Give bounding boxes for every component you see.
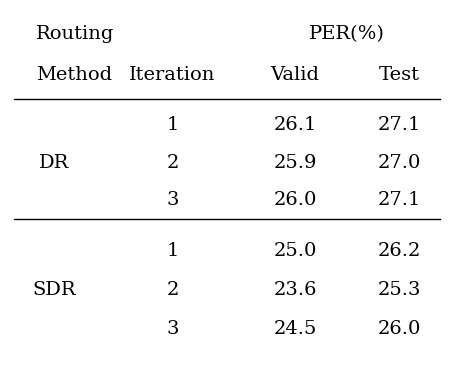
Text: 1: 1 [166, 242, 179, 260]
Text: 2: 2 [166, 154, 179, 172]
Text: 23.6: 23.6 [273, 281, 317, 299]
Text: 3: 3 [166, 320, 179, 338]
Text: 26.1: 26.1 [273, 116, 317, 134]
Text: 3: 3 [166, 191, 179, 209]
Text: 27.1: 27.1 [378, 191, 421, 209]
Text: 2: 2 [166, 281, 179, 299]
Text: 26.0: 26.0 [378, 320, 421, 338]
Text: 24.5: 24.5 [273, 320, 317, 338]
Text: 25.3: 25.3 [378, 281, 421, 299]
Text: DR: DR [39, 154, 69, 172]
Text: 1: 1 [166, 116, 179, 134]
Text: 26.2: 26.2 [378, 242, 421, 260]
Text: PER(%): PER(%) [309, 25, 385, 43]
Text: Iteration: Iteration [129, 66, 216, 84]
Text: SDR: SDR [33, 281, 76, 299]
Text: 27.1: 27.1 [378, 116, 421, 134]
Text: Method: Method [36, 66, 113, 84]
Text: Routing: Routing [36, 25, 115, 43]
Text: 27.0: 27.0 [378, 154, 421, 172]
Text: Test: Test [379, 66, 420, 84]
Text: Valid: Valid [271, 66, 320, 84]
Text: 26.0: 26.0 [273, 191, 317, 209]
Text: 25.9: 25.9 [273, 154, 317, 172]
Text: 25.0: 25.0 [273, 242, 317, 260]
